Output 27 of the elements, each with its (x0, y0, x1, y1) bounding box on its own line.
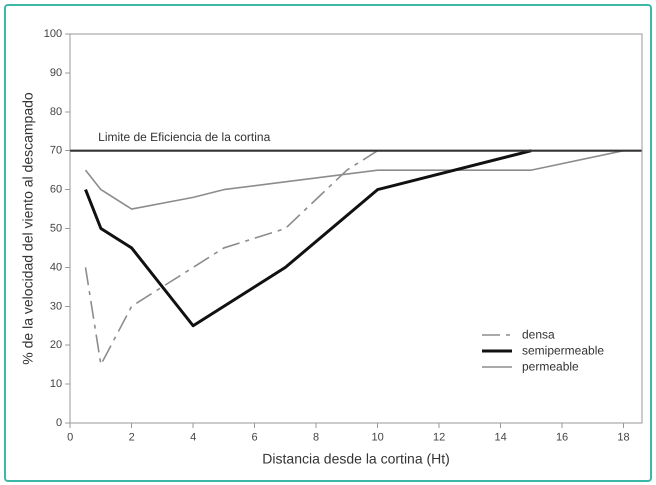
x-tick-label: 6 (252, 432, 258, 444)
legend-label: densa (522, 327, 556, 342)
y-tick-label: 100 (44, 28, 62, 40)
ref-line-label: Limite de Eficiencia de la cortina (98, 130, 271, 144)
legend-label: semipermeable (522, 343, 604, 358)
y-tick-label: 80 (50, 106, 62, 118)
x-tick-label: 16 (556, 432, 568, 444)
y-tick-label: 40 (50, 261, 62, 274)
y-tick-label: 70 (50, 144, 62, 157)
x-tick-label: 4 (190, 432, 196, 444)
x-tick-label: 2 (128, 432, 135, 444)
y-axis-title: % de la velocidad del viento al descampado (19, 92, 36, 365)
y-tick-label: 20 (50, 339, 62, 352)
y-tick-label: 50 (50, 222, 62, 235)
y-tick-label: 10 (50, 378, 62, 390)
y-tick-label: 30 (50, 300, 62, 312)
y-tick-label: 0 (56, 417, 62, 430)
x-tick-label: 18 (617, 432, 630, 444)
x-tick-label: 8 (313, 432, 320, 444)
y-tick-label: 90 (50, 66, 62, 79)
y-tick-label: 60 (50, 184, 62, 196)
legend-label: permeable (522, 359, 580, 374)
x-tick-label: 14 (494, 432, 507, 444)
x-tick-label: 10 (371, 432, 384, 444)
x-tick-label: 0 (67, 432, 74, 444)
x-axis-title: Distancia desde la cortina (Ht) (262, 450, 450, 466)
x-tick-label: 12 (432, 432, 446, 444)
